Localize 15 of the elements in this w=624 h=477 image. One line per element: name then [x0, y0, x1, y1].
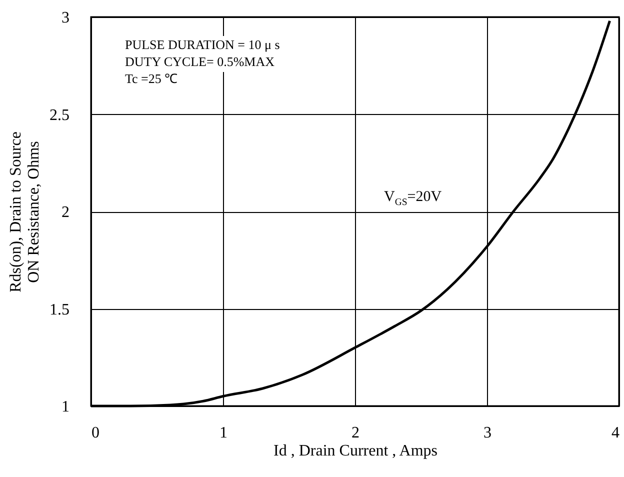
y-tick-label: 1	[62, 398, 70, 416]
x-axis-title: Id , Drain Current , Amps	[274, 442, 438, 460]
y-axis-title: Rds(on), Drain to Source ON Resistance, Ohms	[8, 132, 42, 292]
x-tick-label: 4	[612, 424, 620, 442]
y-tick-label: 2	[62, 204, 70, 221]
x-tick-label: 0	[92, 424, 100, 442]
y-tick-label: 3	[62, 10, 70, 26]
annotation: DUTY CYCLE= 0.5%MAX	[125, 54, 276, 69]
x-tick-label: 3	[484, 424, 492, 442]
x-tick-label: 2	[352, 424, 360, 442]
y-tick-label: 1.5	[50, 301, 70, 318]
annotation: Tc =25 ℃	[125, 71, 178, 86]
y-tick-label: 2.5	[50, 106, 70, 124]
x-tick-label: 1	[220, 424, 228, 442]
annotation: PULSE DURATION = 10 μ s	[125, 37, 280, 52]
